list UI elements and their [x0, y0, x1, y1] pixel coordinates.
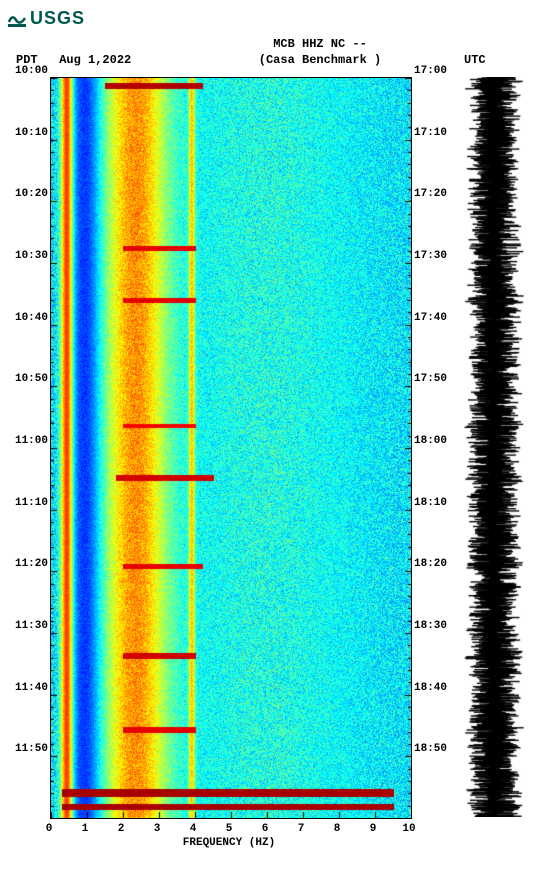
freq-tick: 5 [226, 823, 233, 835]
usgs-wave-icon [8, 10, 26, 28]
time-axis-utc: 17:0017:1017:2017:3017:4017:5018:0018:10… [410, 77, 454, 817]
frequency-axis-label: FREQUENCY (HZ) [48, 837, 410, 849]
freq-tick: 10 [402, 823, 415, 835]
freq-tick: 9 [370, 823, 377, 835]
spectrogram-canvas [50, 77, 412, 819]
plot-area: 10:0010:1010:2010:3010:4010:5011:0011:10… [8, 77, 544, 819]
freq-tick: 6 [262, 823, 269, 835]
freq-tick: 2 [118, 823, 125, 835]
usgs-logo-text: USGS [30, 8, 85, 29]
freq-tick: 0 [46, 823, 53, 835]
frequency-axis: FREQUENCY (HZ) 012345678910 [48, 819, 410, 855]
spectrogram-wrap [50, 77, 410, 819]
freq-tick: 4 [190, 823, 197, 835]
usgs-logo: USGS [8, 8, 544, 29]
waveform-canvas [464, 77, 524, 817]
freq-tick: 7 [298, 823, 305, 835]
time-axis-pdt: 10:0010:1010:2010:3010:4010:5011:0011:10… [8, 77, 50, 817]
freq-tick: 3 [154, 823, 161, 835]
right-tz: UTC [464, 53, 544, 67]
date: Aug 1,2022 [59, 53, 131, 67]
header-line1: MCB HHZ NC -- [8, 37, 544, 51]
freq-tick: 8 [334, 823, 341, 835]
station-title: MCB HHZ NC -- [176, 37, 464, 51]
freq-tick: 1 [82, 823, 89, 835]
header-line2: PDT Aug 1,2022 (Casa Benchmark ) UTC [8, 53, 544, 67]
